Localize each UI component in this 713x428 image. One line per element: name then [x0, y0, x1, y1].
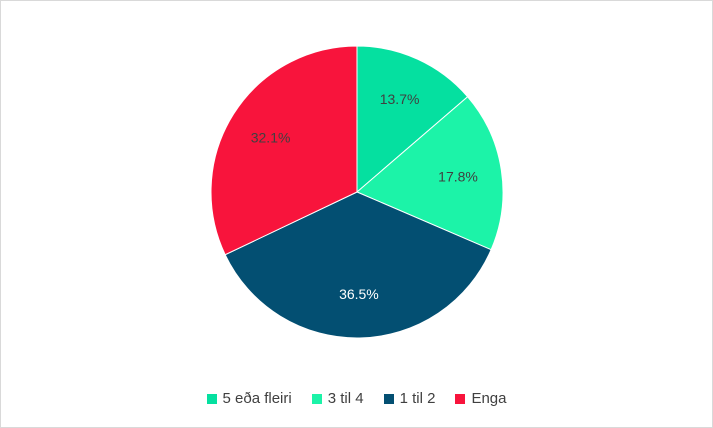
- data-label: 17.8%: [438, 169, 478, 185]
- legend-swatch: [311, 393, 322, 404]
- legend-item-5-eda-fleiri[interactable]: 5 eða fleiri: [206, 390, 292, 407]
- legend-swatch: [455, 393, 466, 404]
- legend-item-1-til-2[interactable]: 1 til 2: [383, 390, 436, 407]
- pie-slice[interactable]: [356, 45, 469, 194]
- legend-item-enga[interactable]: Enga: [455, 390, 506, 407]
- pie-slice[interactable]: [224, 191, 492, 339]
- legend-item-3-til-4[interactable]: 3 til 4: [311, 390, 364, 407]
- legend: 5 eða fleiri 3 til 4 1 til 2 Enga: [1, 390, 712, 407]
- data-label: 13.7%: [380, 91, 420, 107]
- legend-label: 1 til 2: [399, 390, 436, 407]
- pie-slice[interactable]: [356, 96, 504, 251]
- legend-swatch: [383, 393, 394, 404]
- data-label: 36.5%: [339, 286, 379, 302]
- data-label: 32.1%: [251, 129, 291, 145]
- legend-label: 3 til 4: [327, 390, 364, 407]
- legend-label: Enga: [471, 390, 507, 407]
- legend-swatch: [206, 393, 217, 404]
- legend-label: 5 eða fleiri: [222, 390, 292, 407]
- pie-slice[interactable]: [210, 45, 358, 256]
